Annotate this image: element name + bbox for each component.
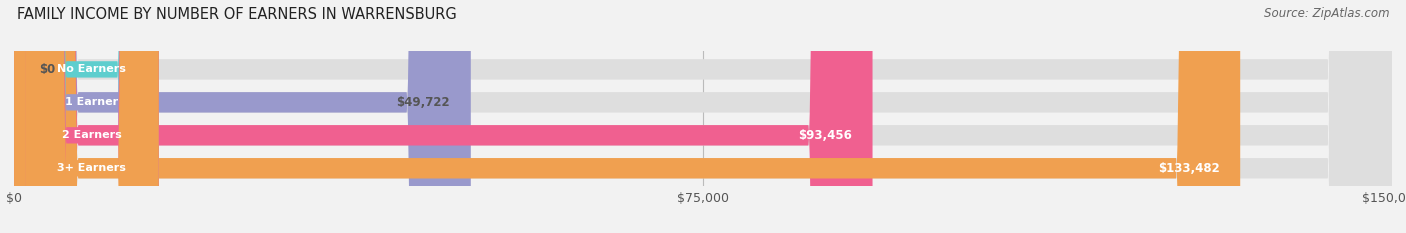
Text: 1 Earner: 1 Earner xyxy=(65,97,118,107)
FancyBboxPatch shape xyxy=(25,0,159,233)
FancyBboxPatch shape xyxy=(25,0,159,233)
FancyBboxPatch shape xyxy=(14,0,873,233)
FancyBboxPatch shape xyxy=(14,0,1240,233)
Text: Source: ZipAtlas.com: Source: ZipAtlas.com xyxy=(1264,7,1389,20)
Text: No Earners: No Earners xyxy=(58,64,127,74)
FancyBboxPatch shape xyxy=(25,0,159,233)
Text: $0: $0 xyxy=(39,63,55,76)
FancyBboxPatch shape xyxy=(14,0,471,233)
FancyBboxPatch shape xyxy=(14,0,1392,233)
Text: FAMILY INCOME BY NUMBER OF EARNERS IN WARRENSBURG: FAMILY INCOME BY NUMBER OF EARNERS IN WA… xyxy=(17,7,457,22)
FancyBboxPatch shape xyxy=(14,0,1392,233)
FancyBboxPatch shape xyxy=(14,0,1392,233)
Text: 3+ Earners: 3+ Earners xyxy=(58,163,127,173)
Text: $133,482: $133,482 xyxy=(1157,162,1219,175)
Text: $49,722: $49,722 xyxy=(396,96,450,109)
Text: 2 Earners: 2 Earners xyxy=(62,130,122,140)
Text: $93,456: $93,456 xyxy=(799,129,852,142)
FancyBboxPatch shape xyxy=(25,0,159,233)
FancyBboxPatch shape xyxy=(14,0,1392,233)
